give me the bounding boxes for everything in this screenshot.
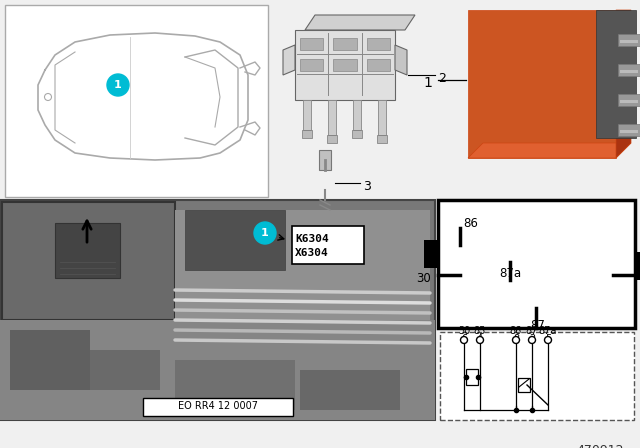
Text: EO RR4 12 0007: EO RR4 12 0007 <box>178 401 258 411</box>
Bar <box>327 135 337 143</box>
Bar <box>620 100 638 103</box>
Text: 6: 6 <box>461 334 467 344</box>
Bar <box>468 10 616 158</box>
Bar <box>90 350 160 390</box>
Text: 87a: 87a <box>499 267 521 280</box>
Bar <box>353 100 361 130</box>
Bar <box>10 330 90 390</box>
Text: 30: 30 <box>458 326 470 336</box>
Text: 2: 2 <box>529 334 535 344</box>
Text: 8: 8 <box>513 334 519 344</box>
Circle shape <box>529 336 536 344</box>
Text: 87: 87 <box>526 326 538 336</box>
Bar <box>185 210 285 270</box>
Bar <box>618 64 640 76</box>
Bar <box>618 124 640 136</box>
Bar <box>635 252 640 280</box>
Text: 3: 3 <box>363 180 371 193</box>
Circle shape <box>107 74 129 96</box>
Bar <box>466 369 478 385</box>
Text: 86: 86 <box>463 217 478 230</box>
Text: 87a: 87a <box>539 326 557 336</box>
Text: 1: 1 <box>423 76 432 90</box>
Bar <box>300 59 323 71</box>
Text: X6304: X6304 <box>295 248 329 258</box>
Bar <box>333 59 356 71</box>
Bar <box>0 320 435 420</box>
Polygon shape <box>295 30 395 100</box>
Bar <box>620 40 638 43</box>
Text: 85: 85 <box>474 326 486 336</box>
Bar <box>378 100 386 135</box>
Bar <box>2 202 175 320</box>
Bar <box>5 5 268 197</box>
Bar <box>438 200 635 328</box>
Polygon shape <box>305 15 415 30</box>
Bar <box>518 378 530 392</box>
Text: 470912: 470912 <box>576 444 624 448</box>
Bar <box>300 38 323 50</box>
Text: 86: 86 <box>510 326 522 336</box>
Bar <box>618 34 640 46</box>
Bar <box>0 200 435 420</box>
Circle shape <box>461 336 467 344</box>
Bar <box>292 226 364 264</box>
Bar <box>300 370 400 410</box>
Bar <box>328 100 336 135</box>
Text: 1: 1 <box>261 228 269 238</box>
Text: 30: 30 <box>416 271 431 284</box>
Bar <box>620 70 638 73</box>
Bar <box>175 360 295 410</box>
Bar <box>377 135 387 143</box>
Circle shape <box>254 222 276 244</box>
Bar <box>55 223 120 278</box>
Bar <box>596 10 636 138</box>
Bar <box>618 94 640 106</box>
Polygon shape <box>468 143 631 158</box>
Bar <box>175 210 430 340</box>
Bar <box>352 130 362 138</box>
Circle shape <box>45 94 51 100</box>
Text: K6304: K6304 <box>295 234 329 244</box>
Text: 87: 87 <box>530 319 545 332</box>
Circle shape <box>513 336 520 344</box>
Text: 5: 5 <box>545 334 551 344</box>
Bar <box>440 332 634 420</box>
Polygon shape <box>395 45 407 75</box>
Circle shape <box>477 336 483 344</box>
Bar <box>143 398 293 416</box>
Bar <box>367 59 390 71</box>
Bar <box>319 150 331 170</box>
Polygon shape <box>616 10 631 158</box>
Text: 2: 2 <box>438 72 446 85</box>
Text: 4: 4 <box>477 334 483 344</box>
Bar <box>424 240 438 268</box>
Bar <box>367 38 390 50</box>
Bar <box>302 130 312 138</box>
Polygon shape <box>283 45 295 75</box>
Circle shape <box>545 336 552 344</box>
Text: 1: 1 <box>114 80 122 90</box>
Bar <box>620 130 638 133</box>
Bar <box>333 38 356 50</box>
Bar <box>303 100 311 130</box>
